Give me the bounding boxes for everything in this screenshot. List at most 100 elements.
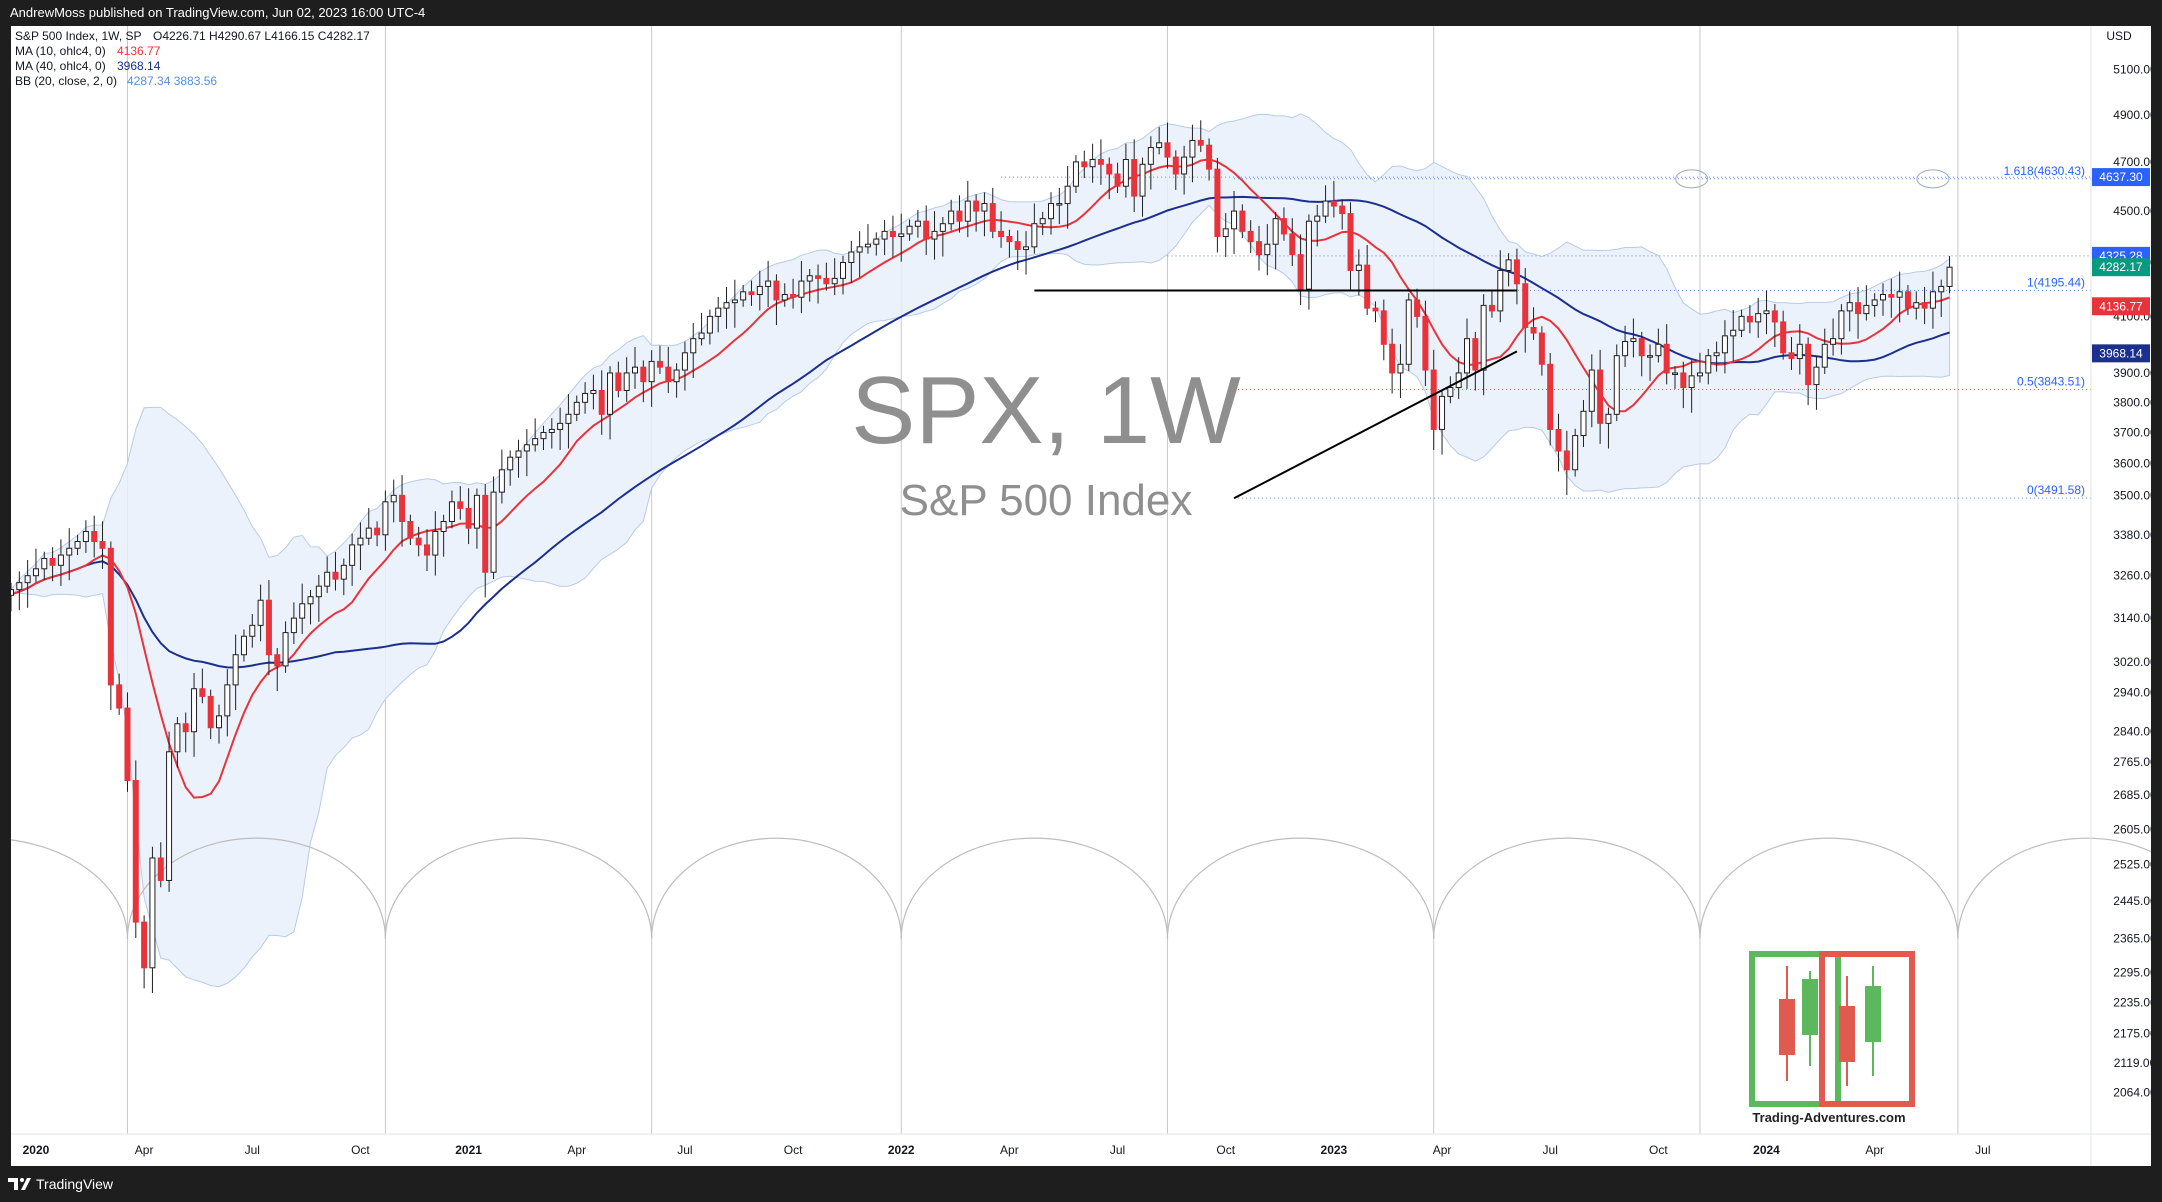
- candle-body: [1023, 246, 1030, 250]
- candle-body: [282, 632, 289, 667]
- candle-body: [1131, 158, 1138, 197]
- candle-body: [257, 599, 264, 626]
- candle-body: [748, 291, 755, 296]
- candle-body: [1222, 228, 1229, 238]
- x-tick-label: Oct: [1216, 1143, 1235, 1157]
- candle-body: [1855, 302, 1862, 315]
- candle-body: [349, 544, 356, 566]
- cycle-arc: [1166, 837, 1435, 939]
- chart-frame[interactable]: SPX, 1W S&P 500 Index 1.618(4630.43) 1(41…: [0, 26, 2162, 1166]
- candle-body: [1480, 304, 1487, 371]
- candle-body: [1638, 338, 1645, 357]
- candle-body: [91, 530, 98, 543]
- candle-body: [573, 401, 580, 415]
- legend-value: 4136.77: [117, 44, 161, 58]
- watermark-subtitle: S&P 500 Index: [900, 476, 1193, 525]
- candle-body: [989, 203, 996, 232]
- candle-body: [1139, 163, 1146, 197]
- candle-body: [1339, 205, 1346, 215]
- x-tick-label: Apr: [135, 1143, 154, 1157]
- candle-body: [540, 431, 547, 440]
- candle-body: [1746, 315, 1753, 323]
- candle-body: [407, 520, 414, 539]
- trading-adventures-logo: Trading-Adventures.com: [1749, 951, 1915, 1125]
- candle-body: [1929, 291, 1936, 309]
- candle-body: [1172, 156, 1179, 175]
- y-tick-label: 3700.00: [2113, 425, 2151, 439]
- candle-body: [1888, 294, 1895, 298]
- candle-body: [548, 428, 555, 433]
- candle-body: [265, 599, 272, 656]
- candle-body: [240, 635, 247, 656]
- candle-body: [1330, 200, 1337, 207]
- y-tick-label: 2064.00: [2113, 1086, 2151, 1100]
- candle-body: [1863, 304, 1870, 315]
- candle-body: [8, 589, 14, 596]
- watermark-title: SPX, 1W: [851, 357, 1241, 464]
- x-tick-label: 2020: [23, 1143, 50, 1157]
- candle-body: [465, 507, 472, 529]
- candle-body: [274, 654, 281, 667]
- price-label: 3968.14: [2099, 346, 2143, 360]
- footer-brand[interactable]: TradingView: [36, 1176, 114, 1192]
- candle-body: [1422, 315, 1429, 371]
- price-chart[interactable]: SPX, 1W S&P 500 Index 1.618(4630.43) 1(41…: [0, 26, 2162, 1166]
- candle-body: [1122, 158, 1129, 187]
- y-tick-label: 2295.00: [2113, 966, 2151, 980]
- candle-body: [1713, 352, 1720, 357]
- candle-body: [906, 225, 913, 235]
- candle-body: [1405, 299, 1412, 365]
- candle-body: [640, 366, 647, 383]
- candle-body: [582, 392, 589, 403]
- x-tick-label: 2024: [1753, 1143, 1780, 1157]
- x-tick-label: Apr: [1865, 1143, 1884, 1157]
- candle-body: [673, 369, 680, 383]
- candle-body: [698, 332, 705, 340]
- candle-body: [656, 360, 663, 368]
- candle-body: [1755, 313, 1762, 323]
- candle-body: [856, 246, 863, 253]
- candle-body: [1796, 343, 1803, 360]
- candle-body: [948, 210, 955, 225]
- candle-body: [49, 557, 56, 566]
- cycle-arc: [0, 838, 129, 939]
- y-tick-label: 3380.00: [2113, 528, 2151, 542]
- candle-body: [881, 230, 888, 240]
- tradingview-logo-icon[interactable]: [8, 1174, 32, 1194]
- candle-body: [731, 299, 738, 304]
- candle-body: [598, 389, 605, 415]
- candle-body: [382, 501, 389, 536]
- candle-body: [864, 243, 871, 248]
- y-tick-label: 2940.00: [2113, 686, 2151, 700]
- candle-body: [473, 494, 480, 529]
- publisher-text: AndrewMoss published on TradingView.com,…: [10, 5, 426, 20]
- cycle-arc: [126, 837, 386, 939]
- candle-body: [1688, 375, 1695, 389]
- candle-body: [1014, 241, 1021, 250]
- candle-body: [1372, 307, 1379, 312]
- cycle-arc: [1433, 837, 1701, 939]
- candle-body: [1206, 144, 1213, 170]
- price-label: 4637.30: [2099, 170, 2143, 184]
- bollinger-band-fill: [10, 113, 1951, 988]
- cycle-arc: [1699, 837, 1959, 939]
- candle-body: [448, 501, 455, 522]
- candle-body: [1663, 343, 1670, 374]
- candle-body: [482, 494, 489, 573]
- candle-body: [1064, 185, 1071, 205]
- candle-body: [1696, 372, 1703, 377]
- candle-body: [889, 230, 896, 238]
- candle-body: [623, 372, 630, 391]
- candle-body: [1072, 161, 1079, 187]
- cycle-arcs-layer: [0, 837, 2162, 939]
- candle-body: [1530, 326, 1537, 334]
- candle-body: [166, 751, 173, 881]
- candle-body: [1921, 302, 1928, 309]
- candle-body: [1896, 291, 1903, 298]
- y-tick-label: 2445.00: [2113, 894, 2151, 908]
- candle-body: [1231, 210, 1238, 230]
- candle-body: [1464, 338, 1470, 374]
- fib-level-label: 1.618(4630.43): [2004, 164, 2085, 178]
- candle-body: [1197, 139, 1204, 146]
- legend-value: O4226.71 H4290.67 L4166.15 C4282.17: [153, 29, 370, 43]
